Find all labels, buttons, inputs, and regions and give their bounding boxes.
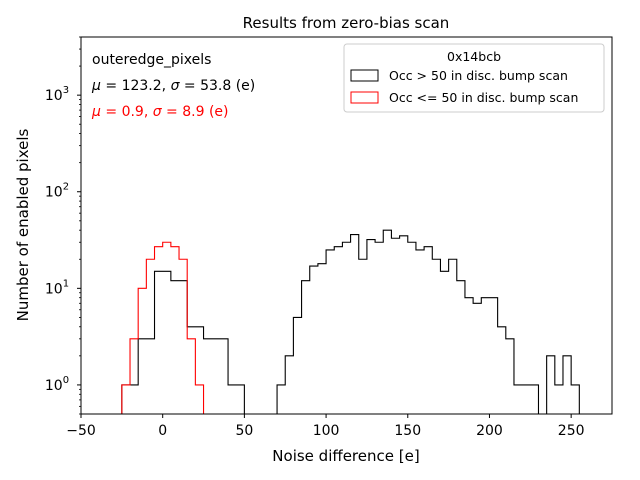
y-axis-label: Number of enabled pixels xyxy=(14,128,32,321)
x-tick-label: 200 xyxy=(476,423,503,439)
x-tick-label: 50 xyxy=(235,423,253,439)
chart-title: Results from zero-bias scan xyxy=(243,14,450,32)
y-axis: 100 101 102 103 xyxy=(45,36,81,415)
x-tick-label: −50 xyxy=(66,423,96,439)
x-tick-label: 150 xyxy=(394,423,421,439)
histogram-series-0 xyxy=(121,229,580,415)
legend-label-red: Occ <= 50 in disc. bump scan xyxy=(389,90,578,105)
annotation-group-name: outeredge_pixels xyxy=(92,52,211,68)
x-tick-label: 250 xyxy=(558,423,585,439)
y-tick-label: 103 xyxy=(45,85,69,104)
y-tick-label: 102 xyxy=(45,182,69,201)
x-axis: −50 0 50 100 150 200 250 xyxy=(66,414,585,439)
legend-box xyxy=(343,43,605,113)
x-tick-label: 0 xyxy=(158,423,167,439)
legend-swatch-black xyxy=(350,69,379,82)
annotation-stats-black: μ = 123.2, σ = 53.8 (e) xyxy=(91,78,255,94)
y-tick-label: 101 xyxy=(45,278,69,297)
legend-title: 0x14bcb xyxy=(447,49,501,64)
x-axis-label: Noise difference [e] xyxy=(272,447,419,465)
y-tick-label: 100 xyxy=(45,375,69,394)
annotation-stats-red: μ = 0.9, σ = 8.9 (e) xyxy=(91,104,229,120)
histogram-series-1 xyxy=(121,241,205,414)
plot-frame xyxy=(80,36,613,415)
legend: 0x14bcb Occ > 50 in disc. bump scan Occ … xyxy=(343,43,605,113)
legend-swatch-red xyxy=(350,91,379,104)
series-layer xyxy=(121,229,580,415)
x-tick-label: 100 xyxy=(313,423,340,439)
legend-label-black: Occ > 50 in disc. bump scan xyxy=(389,68,568,83)
